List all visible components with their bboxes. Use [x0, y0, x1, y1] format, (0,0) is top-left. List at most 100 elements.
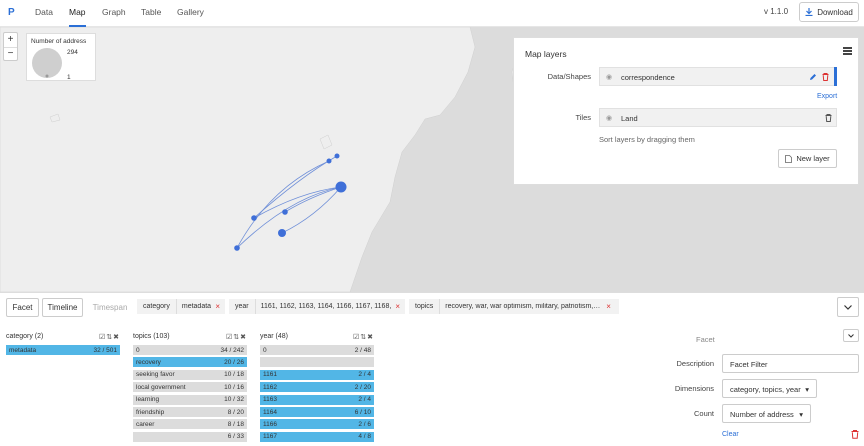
map-node[interactable] [326, 158, 332, 164]
facet-row[interactable]: 6 / 33 [133, 431, 247, 442]
facet-row-fill [133, 419, 247, 430]
map-node[interactable] [335, 181, 347, 193]
facet-tools-icons[interactable]: ☑⇅✖ [98, 334, 120, 341]
land-mainland [0, 27, 476, 292]
facet-row[interactable]: 1162 2 / 20 [260, 382, 374, 393]
nav-tab-gallery[interactable]: Gallery [177, 7, 204, 17]
count-label: Count [693, 409, 714, 418]
remove-filter-icon[interactable]: × [215, 302, 220, 311]
zoom-in-button[interactable]: + [7, 34, 14, 45]
export-link[interactable]: Export [817, 93, 838, 100]
legend-circles [32, 48, 62, 78]
facet-row[interactable]: 1161 2 / 4 [260, 369, 374, 380]
facet-row-label: local government [136, 383, 186, 391]
facet-header: year (48) [260, 333, 289, 340]
facet-header: topics (103) [133, 333, 170, 340]
clear-link[interactable]: Clear [722, 431, 739, 438]
facet-row-count: 10 / 18 [224, 371, 244, 379]
facet-settings-collapse-button[interactable] [843, 329, 859, 342]
legend-title: Number of address [31, 38, 87, 45]
facet-column-year: year (48) ☑⇅✖ 0 2 / 48 1161 2 / 4 1162 2 / 20… [260, 333, 374, 443]
facet-row-fill [133, 382, 247, 393]
download-icon [805, 8, 813, 16]
map-node[interactable] [278, 229, 286, 237]
count-select[interactable]: Number of address ▾ [722, 404, 811, 423]
facet-row-label: career [136, 420, 155, 428]
facet-row-fill [260, 369, 374, 380]
tile-layer-name: Land [621, 114, 638, 123]
facet-row[interactable]: 1167 4 / 8 [260, 431, 374, 442]
version-label: v 1.1.0 [764, 7, 789, 16]
facet-row-fill [133, 394, 247, 405]
facet-row[interactable]: recovery 20 / 26 [133, 357, 247, 368]
dimensions-label: Dimensions [674, 384, 714, 393]
nav-tab-map[interactable]: Map [69, 7, 86, 17]
facet-row[interactable]: friendship 8 / 20 [133, 407, 247, 417]
tab-timespan[interactable]: Timespan [88, 298, 132, 317]
facet-row[interactable]: 0 34 / 242 [133, 345, 247, 355]
trash-icon[interactable] [851, 430, 859, 439]
facet-row[interactable]: career 8 / 18 [133, 419, 247, 430]
facet-row[interactable]: 1164 6 / 10 [260, 407, 374, 417]
eye-icon[interactable]: ◉ [606, 74, 613, 81]
facet-row-label: learning [136, 396, 160, 404]
edit-pencil-icon[interactable] [809, 73, 817, 81]
new-layer-button[interactable]: New layer [778, 149, 837, 168]
new-layer-label: New layer [796, 154, 830, 163]
facet-tools-icons[interactable]: ☑⇅✖ [352, 334, 374, 341]
facet-list: 0 34 / 242 recovery 20 / 26 seeking favor 10 … [133, 345, 247, 443]
facet-row-fill [133, 431, 247, 442]
facet-row[interactable]: learning 10 / 32 [133, 394, 247, 405]
tab-facet[interactable]: Facet [6, 298, 39, 317]
filter-chip-category: category metadata × [137, 299, 225, 314]
map-node[interactable] [234, 245, 240, 251]
legend-max-value: 294 [67, 49, 78, 56]
facet-row[interactable]: local government 10 / 16 [133, 382, 247, 393]
map-node[interactable] [282, 209, 288, 215]
facet-row[interactable]: 1166 2 / 6 [260, 419, 374, 430]
remove-filter-icon[interactable]: × [395, 302, 400, 311]
delete-trash-icon[interactable] [825, 114, 832, 122]
collapse-panel-button[interactable] [837, 297, 859, 317]
facet-row-count: 8 / 18 [227, 420, 244, 428]
tile-layer-row[interactable]: ◉ Land [599, 108, 837, 127]
download-label: Download [817, 7, 853, 17]
facet-tools-icons[interactable]: ☑⇅✖ [225, 334, 247, 341]
hamburger-menu-icon[interactable] [843, 47, 852, 55]
map-node[interactable] [251, 215, 257, 221]
tiles-label: Tiles [575, 113, 591, 122]
chevron-down-icon [844, 304, 852, 310]
facet-row-fill [133, 357, 247, 368]
facet-row-fill [260, 407, 374, 417]
description-input[interactable]: Facet Filter [722, 354, 859, 373]
eye-icon[interactable]: ◉ [606, 115, 613, 122]
filter-key: year [229, 299, 256, 314]
nav-tab-graph[interactable]: Graph [102, 7, 126, 17]
delete-trash-icon[interactable] [822, 73, 829, 81]
facet-row-count: 10 / 16 [224, 383, 244, 391]
panel-divider [0, 292, 864, 293]
active-tab-indicator [69, 25, 86, 27]
remove-filter-icon[interactable]: × [606, 302, 611, 311]
map-node[interactable] [334, 153, 340, 159]
facet-row[interactable]: 0 2 / 48 [260, 345, 374, 355]
download-button[interactable]: Download [799, 2, 859, 22]
facet-row[interactable] [260, 357, 374, 368]
zoom-out-button[interactable]: − [7, 48, 14, 59]
data-layer-row[interactable]: ◉ correspondence [599, 67, 837, 86]
facet-row-count: 20 / 26 [224, 358, 244, 366]
facet-row[interactable]: metadata 32 / 501 [6, 345, 120, 355]
dimensions-select[interactable]: category, topics, year ▾ [722, 379, 817, 398]
facet-list: metadata 32 / 501 [6, 345, 120, 441]
facet-row-label: 1166 [263, 420, 277, 428]
facet-row[interactable]: 1163 2 / 4 [260, 394, 374, 405]
nav-tab-data[interactable]: Data [35, 7, 53, 17]
flow-line [236, 160, 330, 249]
app-logo[interactable]: P [8, 7, 15, 18]
facet-row-label: 1162 [263, 383, 277, 391]
facet-row[interactable]: seeking favor 10 / 18 [133, 369, 247, 380]
facet-row-label: 1167 [263, 433, 277, 441]
nav-tab-table[interactable]: Table [141, 7, 162, 17]
layers-panel-title: Map layers [525, 49, 567, 59]
tab-timeline[interactable]: Timeline [42, 298, 83, 317]
